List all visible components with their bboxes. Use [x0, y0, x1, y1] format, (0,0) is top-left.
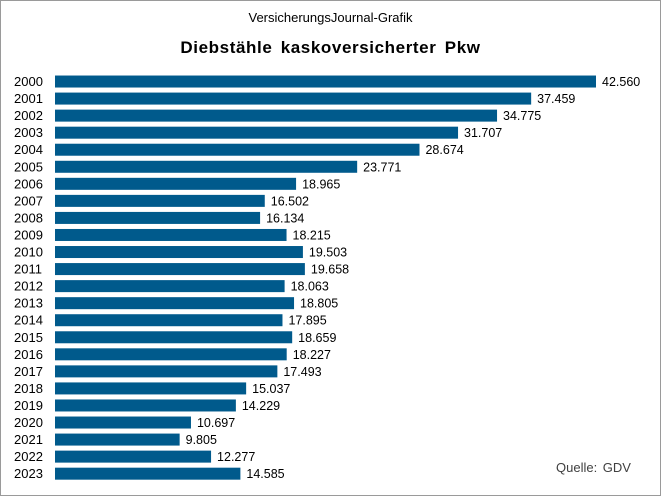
bar-2006: [55, 177, 297, 190]
value-label: 34.775: [503, 109, 541, 123]
category-label: 2002: [14, 108, 43, 123]
category-label: 2021: [14, 432, 43, 447]
bar-2007: [55, 194, 265, 207]
category-label: 2023: [14, 466, 43, 481]
value-label: 19.658: [311, 263, 349, 277]
value-label: 17.895: [288, 314, 326, 328]
category-label: 2009: [14, 227, 43, 242]
bar-2003: [55, 126, 459, 139]
bar-2016: [55, 348, 287, 361]
bar-2005: [55, 160, 358, 173]
bar-2021: [55, 433, 180, 446]
bar-2022: [55, 450, 212, 463]
value-label: 18.965: [302, 177, 340, 191]
chart-supertitle: VersicherungsJournal-Grafik: [248, 10, 413, 25]
category-label: 2011: [14, 262, 42, 277]
bar-2012: [55, 280, 285, 293]
bar-2008: [55, 211, 261, 224]
category-label: 2001: [14, 91, 43, 106]
bar-2004: [55, 143, 420, 156]
category-label: 2014: [14, 313, 43, 328]
value-label: 10.697: [197, 416, 235, 430]
category-label: 2015: [14, 330, 43, 345]
category-label: 2017: [14, 364, 43, 379]
value-label: 18.805: [300, 297, 338, 311]
bar-2023: [55, 467, 241, 480]
bars: [55, 75, 596, 480]
category-label: 2003: [14, 125, 43, 140]
category-label: 2018: [14, 381, 43, 396]
value-label: 31.707: [464, 126, 502, 140]
bar-2019: [55, 399, 236, 412]
category-label: 2000: [14, 74, 43, 89]
value-label: 18.227: [293, 348, 331, 362]
category-labels: 2000 2001 2002 2003 2004 2005 2006 2007 2008 2009…: [14, 74, 43, 481]
bar-2014: [55, 314, 283, 327]
value-label: 18.215: [293, 228, 331, 242]
bar-2009: [55, 228, 287, 241]
value-label: 23.771: [363, 160, 401, 174]
bar-2013: [55, 297, 295, 310]
value-label: 18.063: [291, 280, 329, 294]
category-label: 2012: [14, 279, 43, 294]
value-label: 16.502: [271, 194, 309, 208]
bar-2010: [55, 246, 303, 259]
value-label: 9.805: [186, 433, 217, 447]
bar-2015: [55, 331, 293, 344]
value-label: 18.659: [298, 331, 336, 345]
category-label: 2019: [14, 398, 43, 413]
category-label: 2016: [14, 347, 43, 362]
category-label: 2008: [14, 210, 43, 225]
category-label: 2007: [14, 193, 43, 208]
value-label: 16.134: [266, 211, 304, 225]
category-label: 2004: [14, 142, 43, 157]
category-label: 2022: [14, 449, 43, 464]
category-label: 2006: [14, 176, 43, 191]
bar-2017: [55, 365, 278, 378]
value-label: 37.459: [537, 92, 575, 106]
bar-2020: [55, 416, 191, 429]
value-label: 42.560: [602, 75, 640, 89]
bar-2002: [55, 109, 498, 122]
value-label: 14.585: [246, 467, 284, 481]
value-label: 15.037: [252, 382, 290, 396]
category-label: 2005: [14, 159, 43, 174]
category-label: 2010: [14, 245, 43, 260]
value-label: 19.503: [309, 246, 347, 260]
bar-2000: [55, 75, 596, 88]
category-label: 2013: [14, 296, 43, 311]
bar-2001: [55, 92, 532, 105]
source-label: Quelle: GDV: [556, 460, 631, 475]
bar-2011: [55, 263, 305, 276]
category-label: 2020: [14, 415, 43, 430]
value-label: 17.493: [283, 365, 321, 379]
chart-title: Diebstähle kaskoversicherter Pkw: [180, 38, 481, 57]
value-label: 12.277: [217, 450, 255, 464]
value-label: 14.229: [242, 399, 280, 413]
bar-2018: [55, 382, 247, 395]
value-label: 28.674: [425, 143, 463, 157]
